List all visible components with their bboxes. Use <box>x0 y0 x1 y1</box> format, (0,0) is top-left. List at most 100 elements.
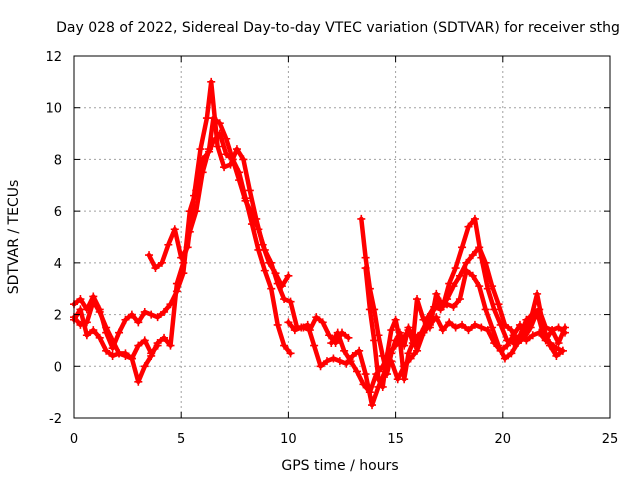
data-point <box>327 339 336 348</box>
data-point <box>449 282 458 291</box>
series-line <box>71 131 351 351</box>
chart-title: Day 028 of 2022, Sidereal Day-to-day VTE… <box>56 20 620 36</box>
data-point <box>500 320 509 329</box>
y-tick-label: 2 <box>54 309 62 324</box>
data-point <box>451 264 460 273</box>
data-point <box>205 145 214 154</box>
data-point <box>108 336 117 345</box>
plot-frame <box>73 55 611 419</box>
data-point <box>340 346 349 355</box>
data-point <box>378 362 387 371</box>
data-point <box>346 357 355 366</box>
data-point <box>312 313 321 322</box>
series-line <box>146 79 291 289</box>
data-point <box>271 269 280 278</box>
tick-layer: 0 5 10 15 20 25 -2 0 2 4 6 8 10 12 <box>45 50 618 447</box>
data-point <box>378 382 387 391</box>
data-point <box>458 243 467 252</box>
data-point <box>438 326 447 335</box>
data-point <box>483 326 492 335</box>
data-point <box>140 307 149 316</box>
data-point <box>359 380 368 389</box>
data-point <box>526 323 535 332</box>
y-tick-label: 10 <box>45 102 62 117</box>
data-point <box>481 305 490 314</box>
data-point <box>483 284 492 293</box>
data-point <box>344 333 353 342</box>
data-point <box>284 318 293 327</box>
data-point <box>89 326 98 335</box>
data-point <box>183 243 192 252</box>
series-layer <box>70 77 569 410</box>
data-point <box>147 310 156 319</box>
data-point <box>365 388 374 397</box>
data-point <box>404 349 413 358</box>
grid-layer <box>74 56 610 418</box>
data-point <box>500 354 509 363</box>
data-point <box>372 370 381 379</box>
y-tick-label: 0 <box>54 360 62 375</box>
data-point <box>445 279 454 288</box>
data-point <box>475 282 484 291</box>
data-point <box>303 320 312 329</box>
series-track-a <box>70 129 353 353</box>
data-point <box>533 289 542 298</box>
data-point <box>494 341 503 350</box>
data-point <box>391 341 400 350</box>
x-tick-label: 0 <box>70 432 78 447</box>
data-point <box>490 305 499 314</box>
data-point <box>436 305 445 314</box>
data-point <box>241 194 250 203</box>
data-point <box>284 271 293 280</box>
data-point <box>153 341 162 350</box>
series-track-h <box>327 243 567 397</box>
data-point <box>488 323 497 332</box>
data-point <box>387 357 396 366</box>
y-axis-title: SDTVAR / TECUs <box>6 180 22 295</box>
data-point <box>325 331 334 340</box>
data-point <box>286 297 295 306</box>
data-point <box>432 313 441 322</box>
data-point <box>235 168 244 177</box>
series-markers <box>145 77 293 291</box>
data-point <box>213 142 222 151</box>
y-tick-label: -2 <box>49 412 62 427</box>
data-point <box>361 370 370 379</box>
data-point <box>528 331 537 340</box>
x-tick-label: 15 <box>387 432 404 447</box>
data-point <box>76 305 85 314</box>
data-point <box>179 258 188 267</box>
data-point <box>494 300 503 309</box>
data-point <box>316 362 325 371</box>
data-point <box>127 354 136 363</box>
x-tick-label: 10 <box>280 432 297 447</box>
data-point <box>365 305 374 314</box>
data-point <box>121 315 130 324</box>
data-point <box>170 225 179 234</box>
data-point <box>153 313 162 322</box>
data-point <box>140 362 149 371</box>
data-point <box>140 336 149 345</box>
data-point <box>273 320 282 329</box>
data-point <box>458 320 467 329</box>
data-point <box>157 258 166 267</box>
series-line <box>71 307 160 361</box>
data-point <box>102 346 111 355</box>
data-point <box>449 302 458 311</box>
data-point <box>370 336 379 345</box>
data-point <box>445 318 454 327</box>
y-tick-label: 8 <box>54 153 62 168</box>
data-point <box>423 313 432 322</box>
data-point <box>160 307 169 316</box>
data-point <box>202 114 211 123</box>
data-point <box>507 349 516 358</box>
data-point <box>102 323 111 332</box>
data-point <box>220 163 229 172</box>
data-point <box>145 251 154 260</box>
data-point <box>539 331 548 340</box>
data-point <box>398 336 407 345</box>
data-point <box>552 344 561 353</box>
data-point <box>355 346 364 355</box>
data-point <box>127 310 136 319</box>
